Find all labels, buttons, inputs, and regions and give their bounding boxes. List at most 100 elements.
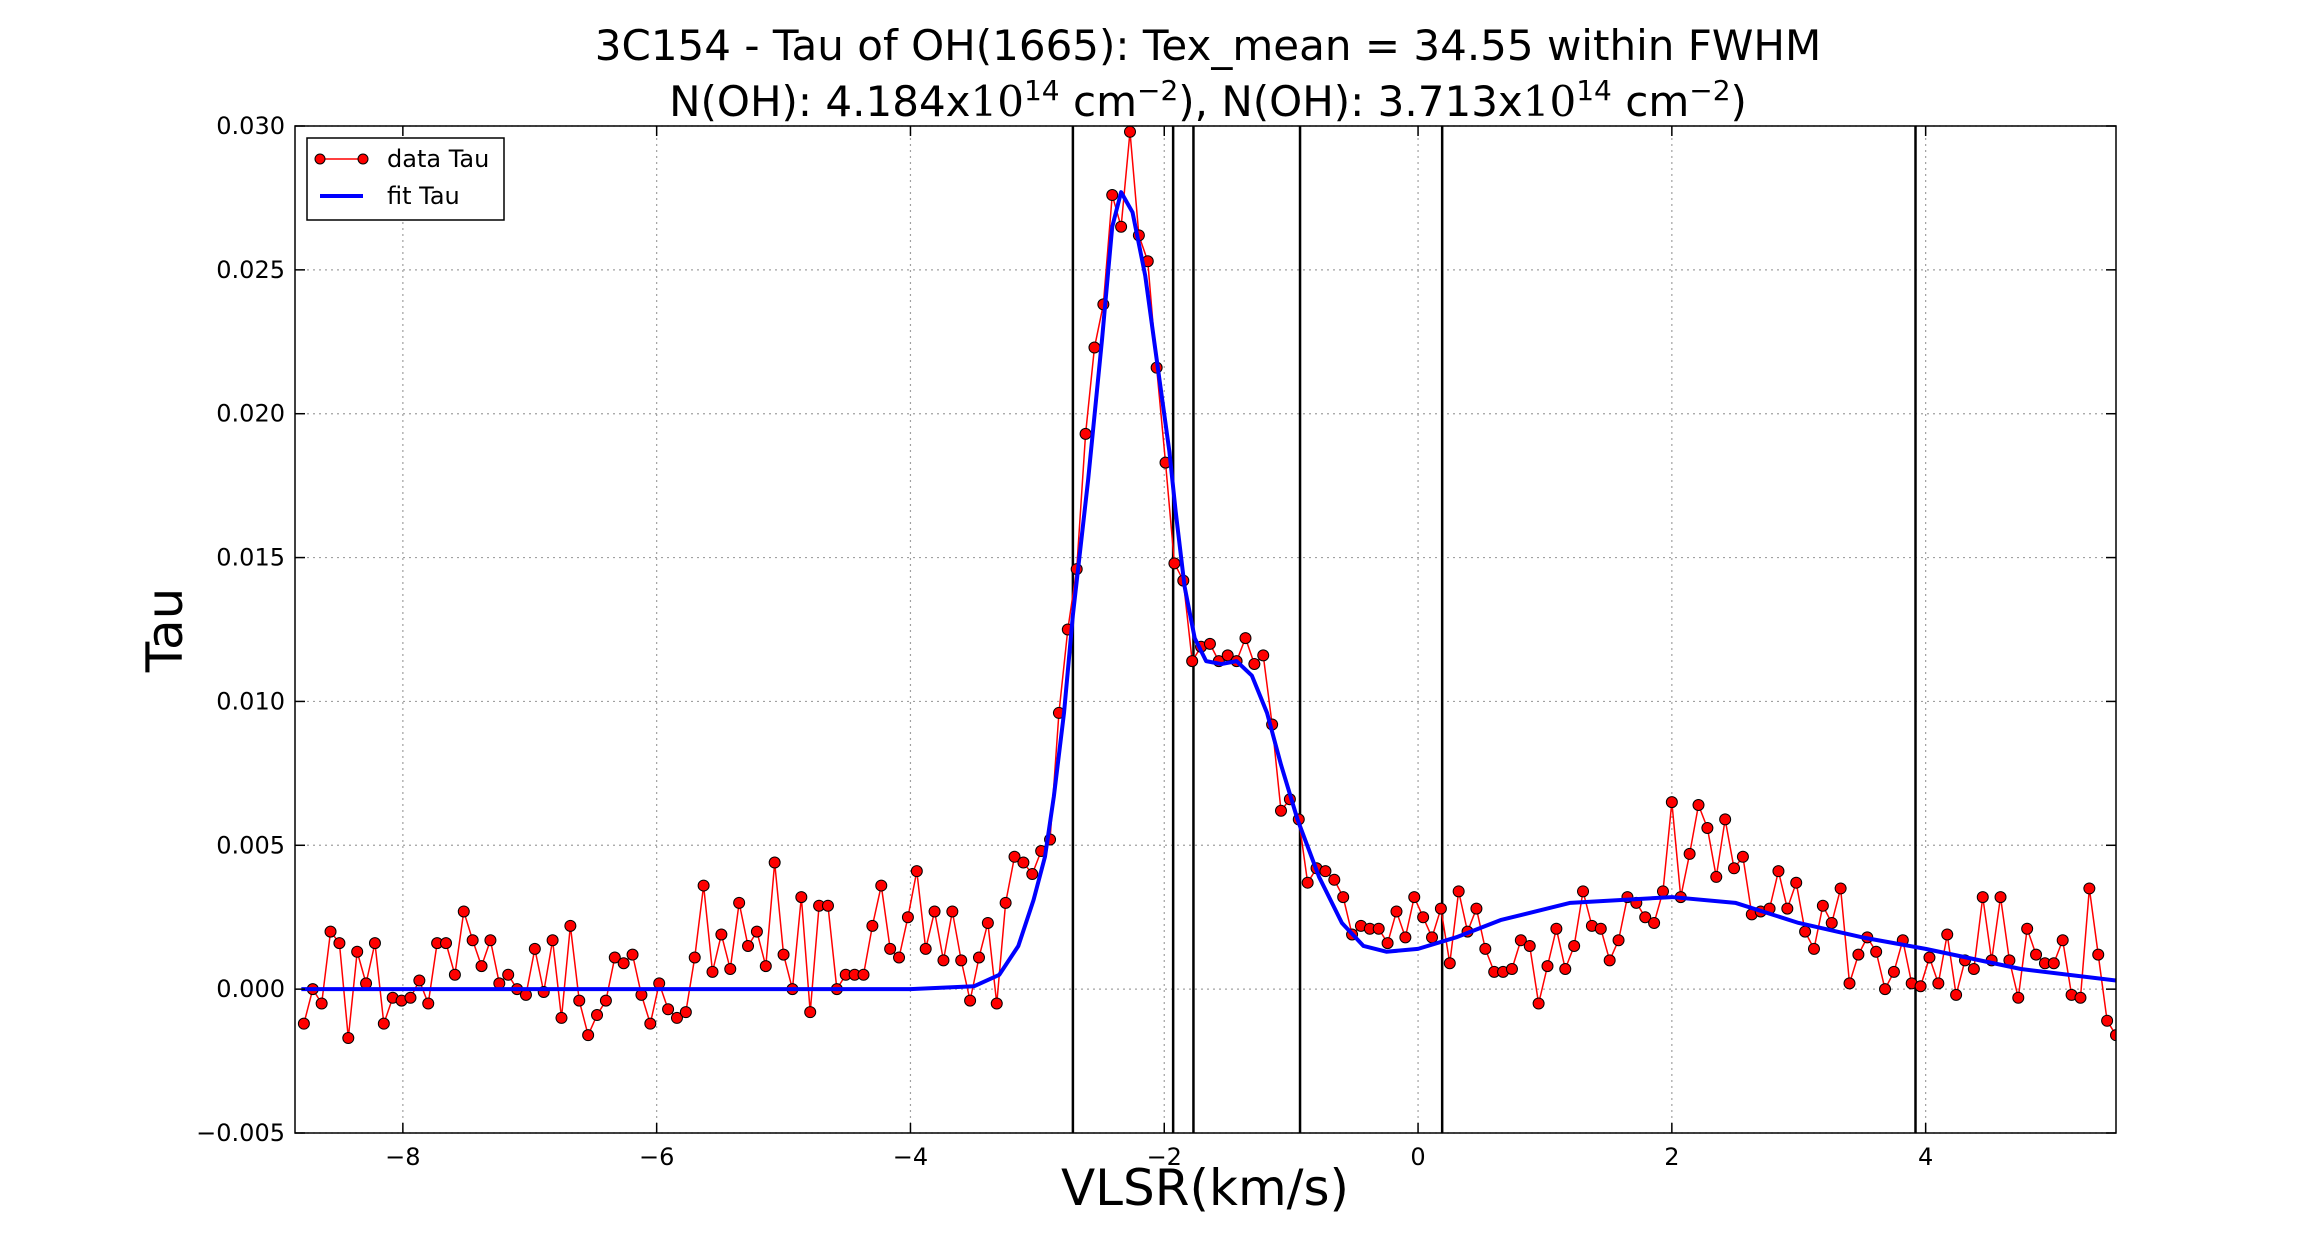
data-point bbox=[768, 856, 781, 869]
data-point bbox=[1319, 865, 1332, 878]
data-point bbox=[1843, 977, 1856, 990]
data-point bbox=[1168, 557, 1181, 570]
x-tick-label: −2 bbox=[1147, 1143, 1182, 1171]
data-point bbox=[1372, 922, 1385, 935]
data-point bbox=[484, 934, 497, 947]
data-point bbox=[688, 951, 701, 964]
data-point bbox=[1514, 934, 1527, 947]
data-point bbox=[1088, 341, 1101, 354]
data-point bbox=[1541, 960, 1554, 973]
data-point bbox=[1870, 945, 1883, 958]
data-point bbox=[750, 925, 763, 938]
data-point bbox=[1994, 891, 2007, 904]
legend-marker bbox=[314, 153, 326, 165]
data-point bbox=[964, 994, 977, 1007]
data-point bbox=[742, 939, 755, 952]
data-point bbox=[1079, 427, 1092, 440]
chart-title: 3C154 - Tau of OH(1665): Tex_mean = 34.5… bbox=[595, 21, 1821, 70]
data-point bbox=[1941, 928, 1954, 941]
x-tick-label: −8 bbox=[385, 1143, 420, 1171]
data-point bbox=[795, 891, 808, 904]
data-point bbox=[1612, 934, 1625, 947]
data-point bbox=[608, 951, 621, 964]
data-point bbox=[324, 925, 337, 938]
data-point bbox=[706, 965, 719, 978]
legend: data Tau fit Tau bbox=[306, 137, 505, 221]
data-point bbox=[1772, 865, 1785, 878]
y-tick-label: 0.015 bbox=[216, 544, 285, 572]
data-point bbox=[351, 945, 364, 958]
x-axis-label: VLSR(km/s) bbox=[1061, 1159, 1349, 1217]
data-point bbox=[315, 997, 328, 1010]
y-tick-label: −0.005 bbox=[196, 1119, 285, 1147]
data-point bbox=[875, 879, 888, 892]
data-point bbox=[368, 937, 381, 950]
data-point bbox=[1950, 988, 1963, 1001]
data-point bbox=[662, 1003, 675, 1016]
data-point bbox=[1710, 870, 1723, 883]
subtitle-part: −2 bbox=[1689, 74, 1730, 107]
data-point bbox=[1399, 931, 1412, 944]
data-point bbox=[1683, 847, 1696, 860]
data-point bbox=[1008, 850, 1021, 863]
data-point bbox=[1656, 885, 1669, 898]
plot-frame bbox=[294, 125, 2117, 1134]
data-point bbox=[1816, 899, 1829, 912]
data-point bbox=[866, 919, 879, 932]
data-point bbox=[777, 948, 790, 961]
x-tick-label: 0 bbox=[1410, 1143, 1425, 1171]
data-point bbox=[1186, 655, 1199, 668]
plot-area bbox=[297, 126, 2116, 1133]
legend-label: data Tau bbox=[387, 145, 489, 173]
data-point bbox=[546, 934, 559, 947]
data-point bbox=[2101, 1014, 2114, 1027]
data-point bbox=[972, 951, 985, 964]
subtitle-part: 14 bbox=[1576, 74, 1612, 107]
data-point bbox=[1550, 922, 1563, 935]
legend-marker bbox=[357, 153, 369, 165]
data-point bbox=[1443, 957, 1456, 970]
data-point bbox=[440, 937, 453, 950]
chart-subtitle: N(OH): 4.184x1014 cm−2), N(OH): 3.713x10… bbox=[669, 74, 1747, 127]
data-point bbox=[1923, 951, 1936, 964]
subtitle-part: cm bbox=[1612, 77, 1689, 126]
data-point bbox=[2047, 957, 2060, 970]
data-point bbox=[910, 865, 923, 878]
data-point bbox=[2056, 934, 2069, 947]
data-point bbox=[999, 896, 1012, 909]
series-line bbox=[301, 190, 2116, 992]
data-point bbox=[1026, 868, 1039, 881]
data-point bbox=[1123, 126, 1136, 138]
data-point bbox=[901, 911, 914, 924]
data-point bbox=[2030, 948, 2043, 961]
data-point bbox=[1834, 882, 1847, 895]
y-axis-label: Tau bbox=[136, 588, 194, 674]
data-point bbox=[1887, 965, 1900, 978]
data-point bbox=[990, 997, 1003, 1010]
subtitle-part: 14 bbox=[1024, 74, 1060, 107]
data-point bbox=[297, 1017, 310, 1030]
subtitle-part: 10 bbox=[1523, 77, 1576, 126]
data-point bbox=[1790, 876, 1803, 889]
data-point bbox=[573, 994, 586, 1007]
data-point bbox=[1781, 902, 1794, 915]
data-point bbox=[715, 928, 728, 941]
data-point bbox=[733, 896, 746, 909]
data-point bbox=[1390, 905, 1403, 918]
data-point bbox=[555, 1011, 568, 1024]
data-point bbox=[599, 994, 612, 1007]
data-point bbox=[1452, 885, 1465, 898]
data-point bbox=[1665, 796, 1678, 809]
data-point bbox=[475, 960, 488, 973]
data-point bbox=[1603, 954, 1616, 967]
data-point bbox=[448, 968, 461, 981]
data-point bbox=[2021, 922, 2034, 935]
axes: −8 −6 −4 −2 0 2 4 −0.005 0.000 0.005 0.010 0.015 0.0… bbox=[196, 112, 2117, 1171]
data-point bbox=[342, 1032, 355, 1045]
data-point bbox=[928, 905, 941, 918]
data-point bbox=[2083, 882, 2096, 895]
data-point bbox=[377, 1017, 390, 1030]
data-point bbox=[1692, 799, 1705, 812]
data-point bbox=[946, 905, 959, 918]
